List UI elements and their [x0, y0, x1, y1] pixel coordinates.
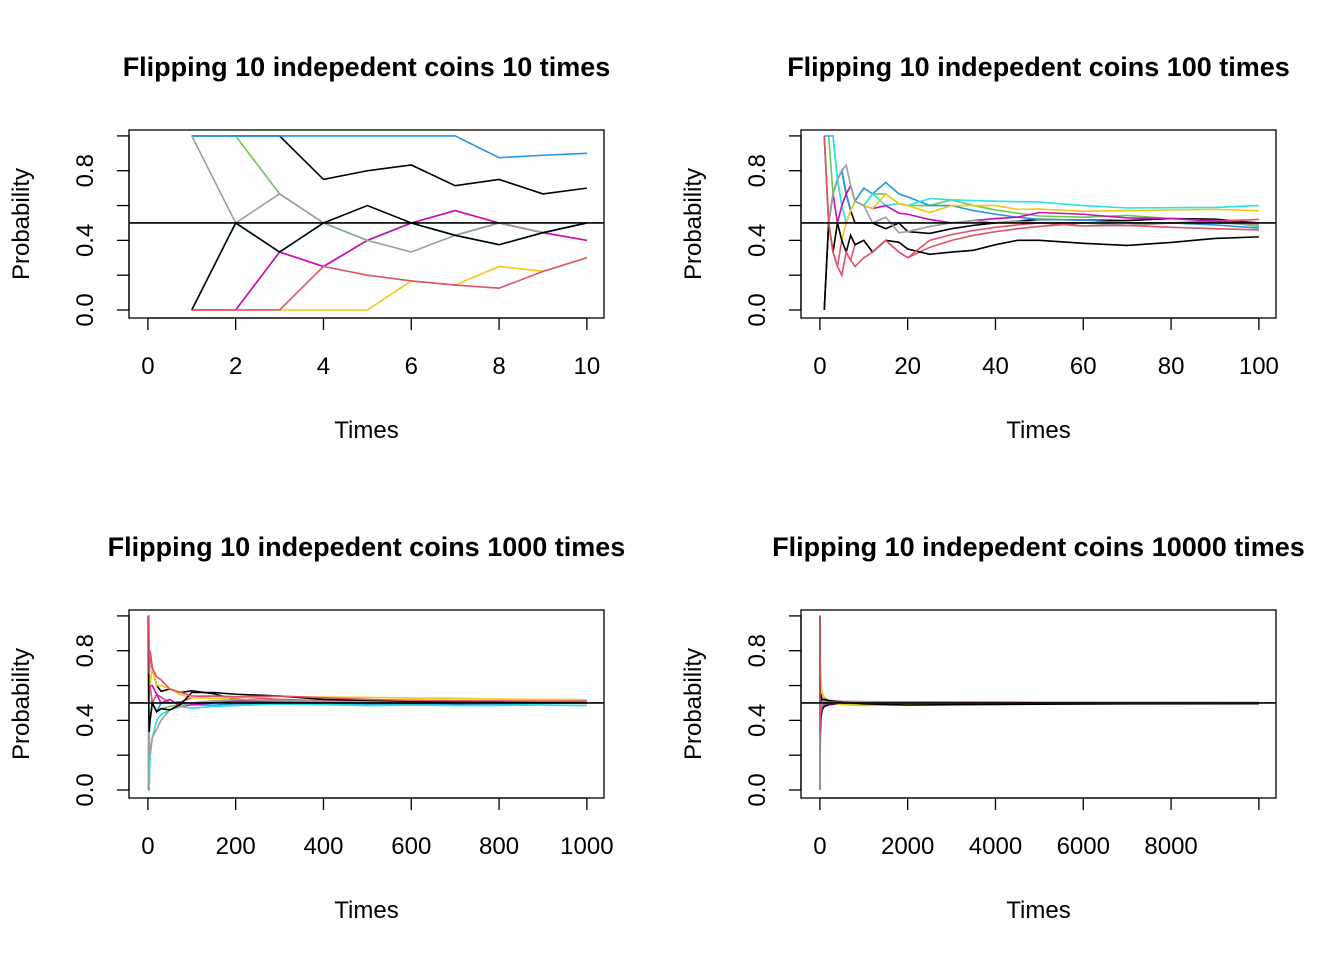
x-tick-label: 80: [1158, 353, 1185, 380]
series-line: [147, 615, 587, 703]
x-tick-label: 4: [317, 353, 330, 380]
x-tick-label: 600: [391, 833, 431, 860]
panel: Flipping 10 indepedent coins 100 times Ti…: [680, 52, 1290, 444]
series-line: [191, 257, 588, 311]
x-tick-label: 0: [813, 833, 826, 860]
x-axis-label: Times: [334, 897, 398, 924]
y-tick-label: 0.0: [72, 773, 99, 806]
x-tick-label: 0: [141, 353, 154, 380]
chart-title: Flipping 10 indepedent coins 100 times: [787, 52, 1290, 82]
x-tick-label: 0: [141, 833, 154, 860]
x-tick-label: 6: [405, 353, 418, 380]
y-axis-label: Probability: [680, 648, 707, 760]
series-line: [147, 698, 587, 790]
x-tick-label: 6000: [1057, 833, 1110, 860]
x-axis-label: Times: [1006, 417, 1070, 444]
x-tick-label: 8: [492, 353, 505, 380]
series-line: [819, 615, 1259, 733]
panel: Flipping 10 indepedent coins 10000 times…: [680, 532, 1305, 924]
chart-title: Flipping 10 indepedent coins 10 times: [123, 52, 611, 82]
y-tick-label: 0.0: [744, 773, 771, 806]
x-axis-label: Times: [334, 417, 398, 444]
plot-box: [800, 609, 1277, 799]
series-line: [819, 698, 1259, 790]
series-line: [148, 703, 587, 791]
series-line: [191, 204, 588, 311]
x-axis-label: Times: [1006, 897, 1070, 924]
x-tick-label: 200: [216, 833, 256, 860]
plot-box: [128, 609, 605, 799]
x-tick-label: 20: [894, 353, 921, 380]
x-tick-label: 4000: [969, 833, 1022, 860]
series-line: [147, 615, 587, 733]
series-line: [819, 673, 1259, 790]
y-tick-label: 0.4: [72, 704, 99, 737]
series-line: [823, 135, 1259, 253]
series-line: [823, 135, 1259, 267]
y-axis-label: Probability: [8, 648, 35, 760]
panel: Flipping 10 indepedent coins 10 times Tim…: [8, 52, 610, 444]
x-tick-label: 1000: [560, 833, 613, 860]
series-line: [147, 615, 587, 706]
series-line: [147, 615, 587, 703]
series-line: [819, 615, 1259, 706]
series-line: [191, 135, 587, 159]
y-tick-label: 0.4: [72, 224, 99, 257]
y-tick-label: 0.4: [744, 704, 771, 737]
x-tick-label: 800: [479, 833, 519, 860]
series-line: [819, 615, 1259, 707]
series-line: [147, 615, 587, 706]
series-line: [823, 135, 1259, 224]
series-line: [147, 700, 587, 790]
series-line: [147, 700, 587, 791]
x-tick-label: 100: [1239, 353, 1279, 380]
series-line: [191, 221, 588, 311]
y-tick-label: 0.8: [72, 154, 99, 187]
y-tick-label: 0.8: [744, 634, 771, 667]
y-tick-label: 0.4: [744, 224, 771, 257]
chart-title: Flipping 10 indepedent coins 10000 times: [772, 532, 1305, 562]
y-tick-label: 0.8: [744, 154, 771, 187]
chart-title: Flipping 10 indepedent coins 1000 times: [108, 532, 626, 562]
y-axis-label: Probability: [680, 168, 707, 280]
series-line: [824, 135, 1259, 229]
series-line: [819, 701, 1259, 790]
x-tick-label: 2: [229, 353, 242, 380]
series-line: [819, 615, 1259, 704]
x-tick-label: 2000: [881, 833, 934, 860]
plot-box: [128, 129, 605, 319]
series-line: [819, 701, 1259, 790]
series-line: [819, 615, 1259, 706]
series-line: [819, 615, 1259, 704]
x-tick-label: 40: [982, 353, 1009, 380]
y-tick-label: 0.0: [72, 293, 99, 326]
x-tick-label: 8000: [1144, 833, 1197, 860]
series-line: [191, 135, 587, 195]
plot-box: [800, 129, 1277, 319]
series-line: [191, 135, 588, 253]
series-line: [823, 135, 1259, 278]
x-tick-label: 60: [1070, 353, 1097, 380]
x-tick-label: 10: [574, 353, 601, 380]
x-tick-label: 0: [813, 353, 826, 380]
y-tick-label: 0.8: [72, 634, 99, 667]
y-axis-label: Probability: [8, 168, 35, 280]
x-tick-label: 400: [303, 833, 343, 860]
series-line: [191, 257, 588, 311]
panel: Flipping 10 indepedent coins 1000 times T…: [8, 532, 625, 924]
series-line: [823, 222, 1259, 311]
y-tick-label: 0.0: [744, 293, 771, 326]
